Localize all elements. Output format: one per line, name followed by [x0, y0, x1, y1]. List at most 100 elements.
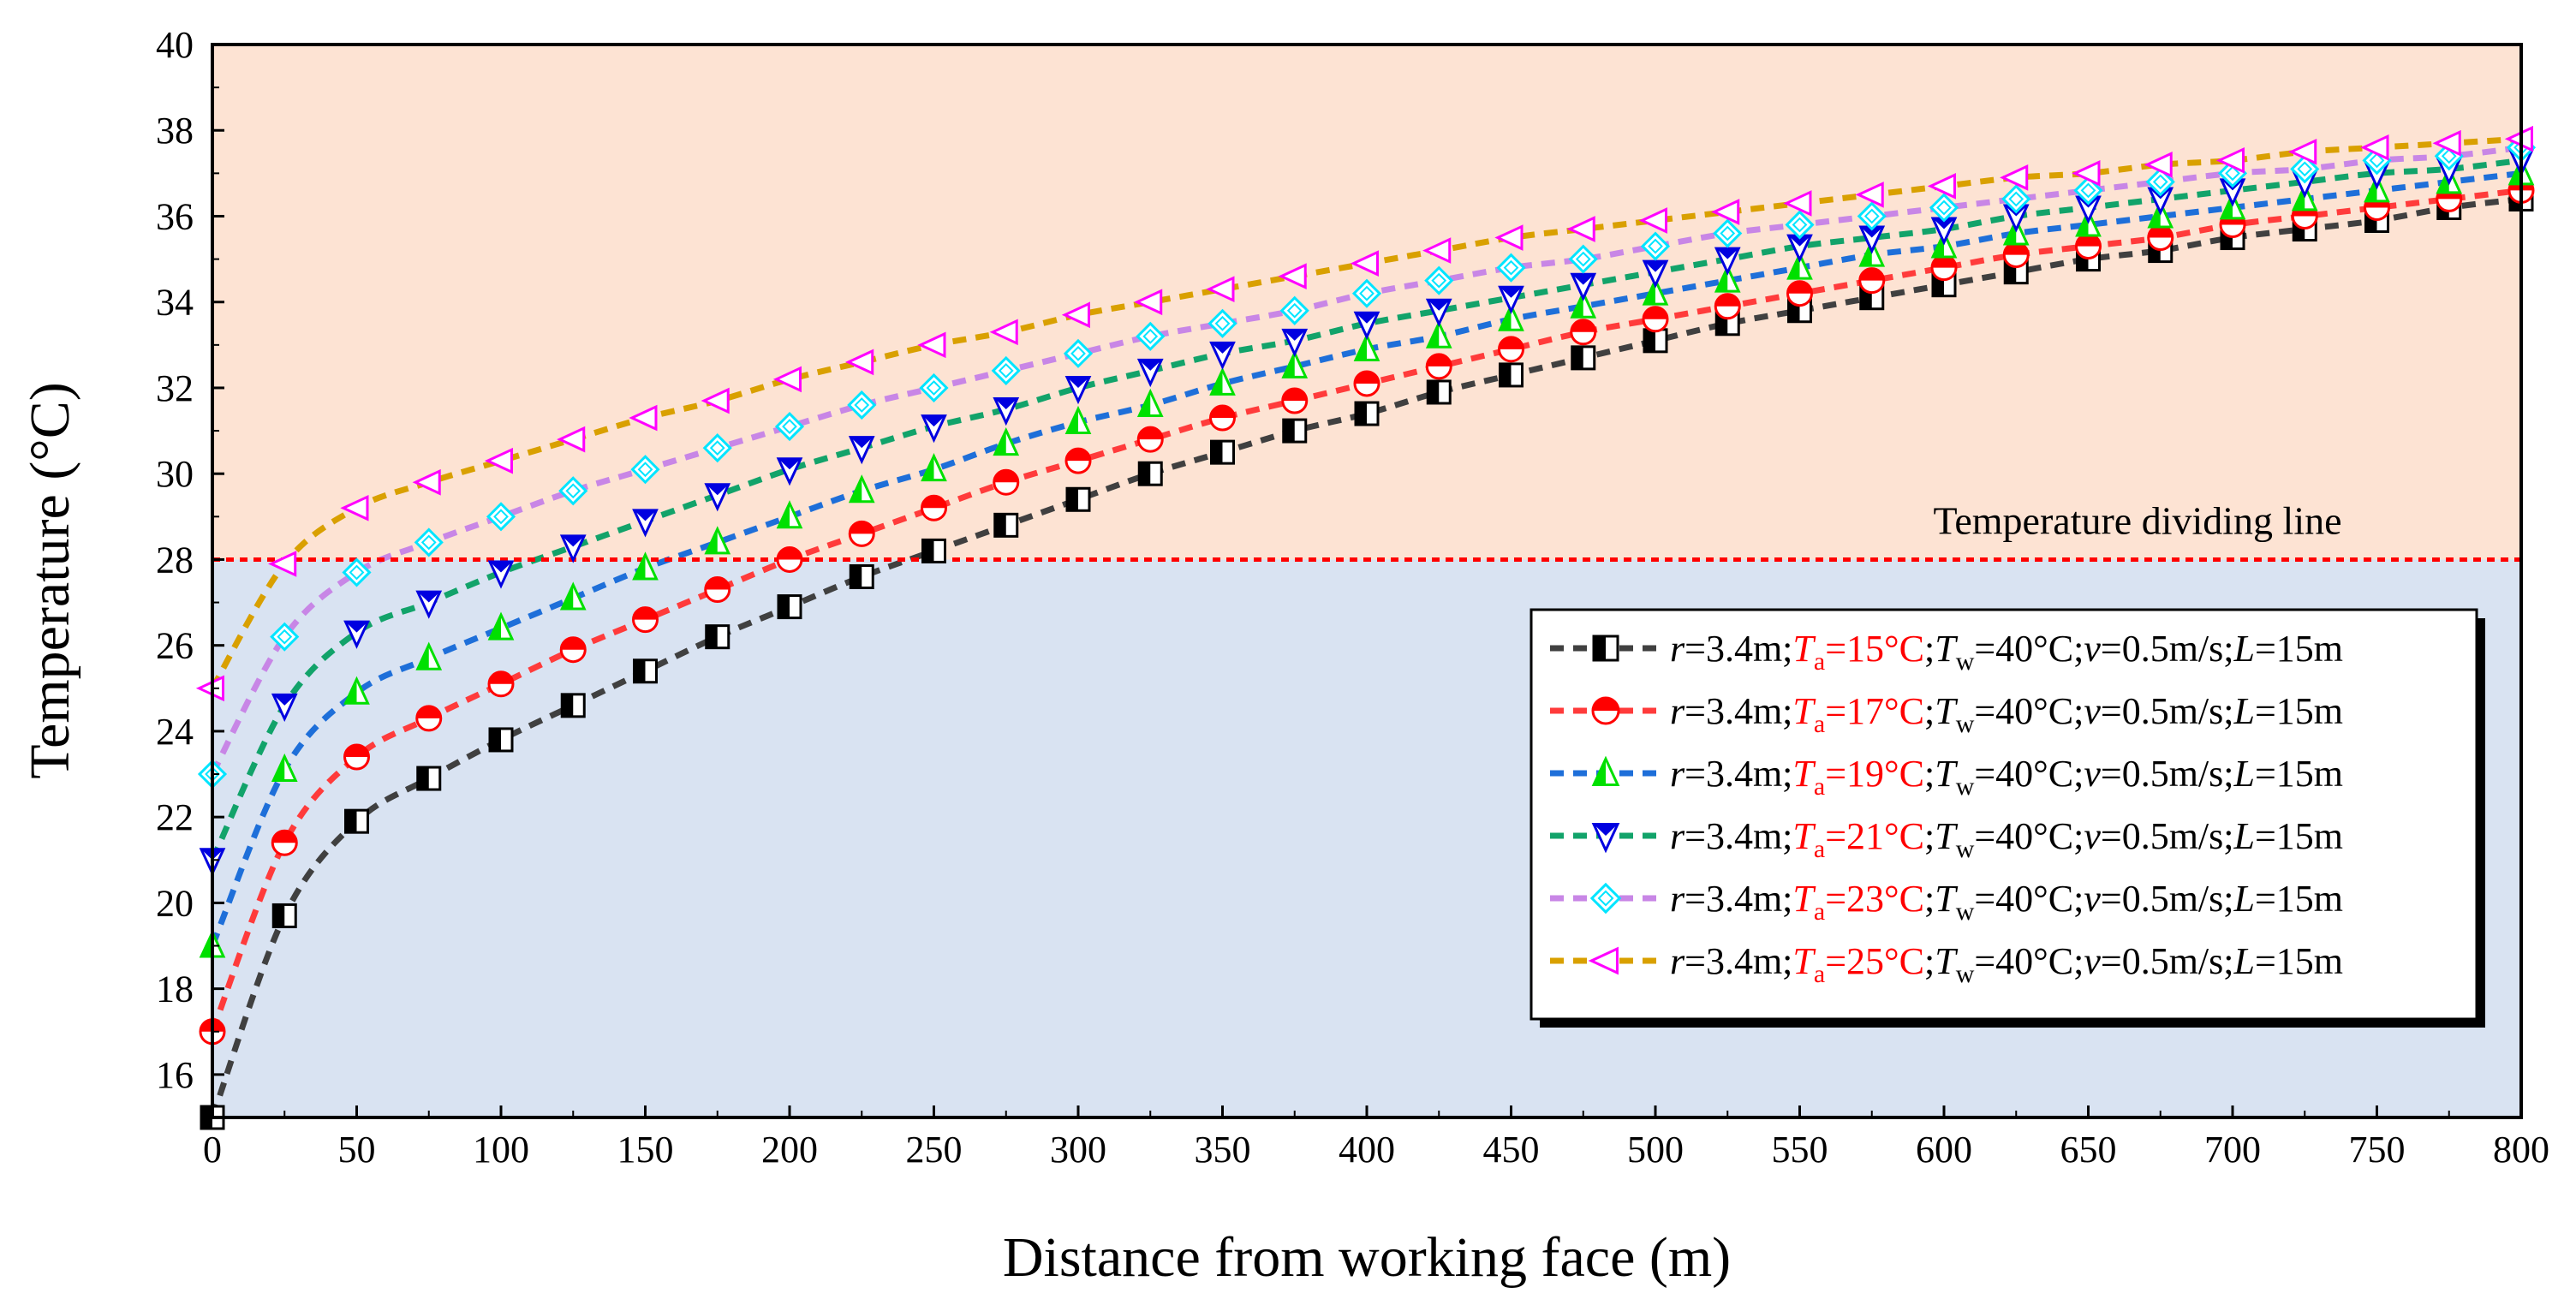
data-point-s1-10	[921, 538, 946, 563]
data-point-s5-24	[1929, 193, 1959, 223]
axes: 0 50 100 150 200 250 300 350 400 450 500 550 600 650 7…	[156, 24, 2549, 1171]
data-point-s6-17	[1422, 237, 1452, 264]
data-point-s6-26	[2072, 160, 2101, 187]
data-point-s1-14	[1210, 439, 1235, 465]
data-point-s5-10	[919, 372, 949, 403]
data-point-s1-3	[416, 766, 442, 791]
data-point-s2-6	[632, 606, 659, 634]
data-point-s2-18	[1498, 336, 1524, 363]
data-point-s6-1	[268, 551, 297, 577]
data-point-s6-25	[2000, 164, 2029, 191]
data-point-s5-20	[1640, 231, 1671, 261]
data-point-s3-20	[1642, 277, 1669, 306]
series-markers	[195, 125, 2537, 1130]
legend-marker-2	[1591, 696, 1620, 725]
data-point-s6-10	[917, 331, 946, 359]
data-point-s1-17	[1426, 379, 1452, 405]
data-point-s2-23	[1858, 267, 1886, 295]
data-point-s1-6	[633, 658, 658, 684]
x-tick-label-450: 450	[1483, 1129, 1540, 1171]
data-point-s2-11	[993, 468, 1020, 496]
series-line-4	[212, 157, 2521, 861]
data-point-s6-14	[1206, 276, 1235, 303]
data-point-s4-7	[704, 483, 731, 512]
data-point-s3-7	[704, 526, 731, 555]
data-point-s3-10	[921, 453, 947, 482]
y-tick-label-26: 26	[156, 625, 194, 667]
data-point-s4-3	[415, 590, 443, 619]
data-point-s5-16	[1351, 278, 1382, 308]
data-point-s5-13	[1136, 321, 1166, 351]
data-point-s5-2	[342, 557, 372, 587]
data-point-s1-8	[777, 594, 802, 620]
data-point-s4-18	[1498, 285, 1524, 314]
data-point-s3-13	[1136, 388, 1164, 417]
x-tick-label-200: 200	[761, 1129, 818, 1171]
data-point-s1-19	[1571, 345, 1596, 371]
y-tick-label-24: 24	[156, 711, 194, 753]
data-point-s3-6	[632, 551, 659, 581]
data-point-s3-8	[776, 500, 803, 529]
legend-marker-4	[1591, 823, 1620, 854]
data-point-s4-19	[1570, 272, 1597, 301]
legend-marker-1	[1592, 635, 1619, 662]
data-point-s4-11	[993, 397, 1020, 426]
data-point-s5-4	[486, 502, 516, 532]
data-point-s3-18	[1498, 302, 1524, 331]
legend-marker-6	[1588, 946, 1619, 975]
series-line-3	[212, 170, 2521, 947]
data-point-s3-16	[1353, 332, 1380, 361]
data-point-s5-9	[847, 390, 877, 420]
data-point-s5-12	[1063, 338, 1094, 368]
y-tick-label-30: 30	[156, 453, 194, 495]
data-point-s6-11	[989, 319, 1018, 346]
data-point-s6-22	[1783, 190, 1812, 217]
legend-marker-5	[1589, 882, 1622, 915]
data-point-s6-12	[1061, 301, 1090, 329]
data-point-s2-5	[559, 636, 587, 664]
data-point-s5-14	[1208, 308, 1237, 338]
legend-label-6: r=3.4m;Ta=25°C;Tw=40°C;v=0.5m/s;L=15m	[1670, 940, 2343, 988]
x-tick-label-50: 50	[338, 1129, 376, 1171]
data-point-s6-23	[1855, 182, 1884, 208]
data-point-s5-25	[2001, 184, 2031, 214]
data-point-s5-3	[414, 527, 444, 557]
legend: r=3.4m;Ta=15°C;Tw=40°C;v=0.5m/s;L=15m r=3…	[1530, 608, 2485, 1028]
data-point-s6-16	[1350, 250, 1379, 277]
data-point-s3-12	[1064, 405, 1092, 435]
data-point-s1-15	[1282, 418, 1308, 444]
data-point-s5-22	[1785, 210, 1815, 240]
legend-label-1: r=3.4m;Ta=15°C;Tw=40°C;v=0.5m/s;L=15m	[1670, 628, 2343, 676]
data-point-s5-1	[270, 622, 300, 652]
y-axis-title: Temperature (°C)	[19, 382, 81, 778]
x-tick-label-700: 700	[2204, 1129, 2261, 1171]
y-tick-label-36: 36	[156, 195, 194, 237]
data-point-s4-2	[343, 620, 370, 649]
data-point-s3-5	[559, 581, 587, 611]
data-point-s2-27	[2147, 224, 2174, 252]
data-point-s6-18	[1494, 224, 1524, 251]
data-point-s2-17	[1425, 353, 1452, 380]
dividing-line-group: Temperature dividing line	[212, 498, 2521, 562]
data-point-s6-29	[2288, 138, 2317, 165]
data-point-s3-4	[487, 611, 515, 641]
data-point-s2-4	[487, 670, 515, 698]
data-point-s2-15	[1281, 387, 1309, 414]
data-point-s3-11	[993, 426, 1020, 456]
data-point-s4-15	[1281, 328, 1309, 357]
data-point-s3-9	[848, 474, 875, 504]
data-point-s6-3	[412, 468, 441, 496]
data-point-s3-19	[1570, 289, 1597, 319]
data-point-s3-2	[343, 676, 370, 705]
data-point-s1-1	[271, 903, 297, 928]
data-point-s4-12	[1064, 375, 1092, 405]
data-point-s1-16	[1354, 401, 1380, 426]
data-point-s2-16	[1353, 370, 1380, 397]
x-tick-label-350: 350	[1195, 1129, 1251, 1171]
data-point-s4-17	[1425, 298, 1452, 327]
data-point-s4-8	[776, 457, 803, 486]
data-point-s2-7	[704, 576, 731, 604]
data-point-s3-15	[1281, 349, 1309, 378]
